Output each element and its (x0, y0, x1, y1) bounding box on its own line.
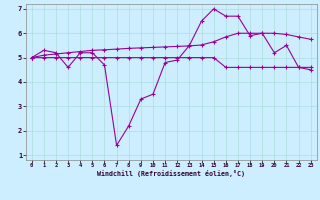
X-axis label: Windchill (Refroidissement éolien,°C): Windchill (Refroidissement éolien,°C) (97, 170, 245, 177)
